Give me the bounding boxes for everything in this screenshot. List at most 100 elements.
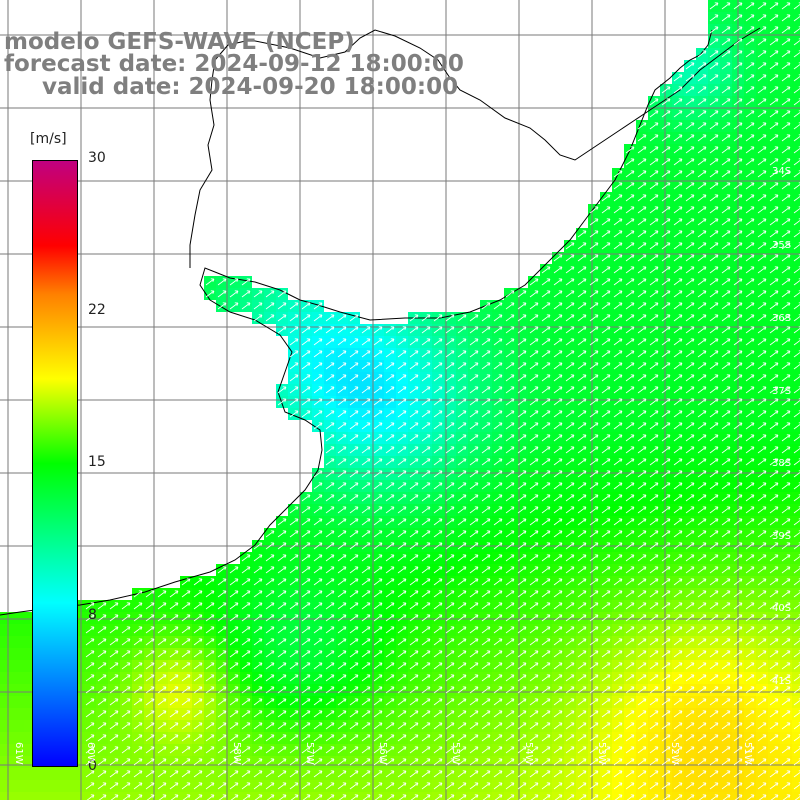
wind-arrow: [685, 62, 695, 70]
wind-cell: [48, 768, 60, 780]
wind-cell: [468, 792, 480, 800]
wind-arrow: [769, 50, 779, 58]
wind-cell: [636, 792, 648, 800]
wind-arrow: [733, 158, 743, 166]
wind-arrow: [613, 254, 623, 262]
wind-arrow: [733, 242, 743, 250]
wind-arrow: [661, 170, 671, 178]
wind-arrow: [709, 110, 719, 118]
wind-arrow: [661, 158, 671, 166]
wind-cell: [792, 336, 800, 348]
wind-cell: [792, 600, 800, 612]
wind-cell: [672, 792, 684, 800]
wind-cell: [792, 444, 800, 456]
wind-arrow: [589, 242, 599, 250]
wind-arrow: [541, 290, 551, 298]
wind-arrow: [637, 302, 647, 310]
wind-cell: [792, 456, 800, 468]
wind-arrow: [673, 302, 683, 310]
wind-cell: [396, 792, 408, 800]
wind-cell: [600, 792, 612, 800]
wind-cell: [336, 792, 348, 800]
wind-cell: [792, 720, 800, 732]
wind-arrow: [733, 74, 743, 82]
wind-cell: [12, 624, 24, 636]
wind-arrow: [637, 254, 647, 262]
wind-arrow: [793, 86, 800, 94]
wind-arrow: [625, 230, 635, 238]
wind-arrow: [793, 26, 800, 34]
wind-cell: [132, 792, 144, 800]
wind-cell: [792, 360, 800, 372]
wind-cell: [288, 792, 300, 800]
wind-arrow: [781, 14, 791, 22]
wind-cell: [384, 792, 396, 800]
wind-arrow: [685, 254, 695, 262]
wind-arrow: [709, 278, 719, 286]
wind-cell: [72, 792, 84, 800]
wind-arrow: [709, 170, 719, 178]
wind-arrow: [709, 302, 719, 310]
wind-arrow: [721, 158, 731, 166]
wind-arrow: [613, 182, 623, 190]
wind-cell: [72, 780, 84, 792]
wind-arrow: [745, 182, 755, 190]
wind-cell: [768, 792, 780, 800]
wind-cell: [12, 768, 24, 780]
wind-arrow: [601, 266, 611, 274]
wind-arrow: [625, 218, 635, 226]
wind-cell: [36, 768, 48, 780]
wind-arrow: [757, 242, 767, 250]
wind-cell: [0, 624, 12, 636]
wind-arrow: [649, 302, 659, 310]
wind-cell: [744, 792, 756, 800]
wind-arrow: [625, 158, 635, 166]
wind-arrow: [589, 266, 599, 274]
wind-arrow: [553, 290, 563, 298]
wind-arrow: [733, 2, 743, 10]
wind-cell: [792, 96, 800, 108]
wind-arrow: [625, 266, 635, 274]
wind-arrow: [661, 230, 671, 238]
wind-arrow: [649, 110, 659, 118]
wind-arrow: [685, 122, 695, 130]
wind-cell: [792, 24, 800, 36]
wind-arrow: [733, 302, 743, 310]
wind-cell: [12, 648, 24, 660]
wind-arrow: [733, 50, 743, 58]
wind-arrow: [757, 146, 767, 154]
wind-arrow: [637, 158, 647, 166]
wind-arrow: [757, 278, 767, 286]
wind-arrow: [481, 302, 491, 310]
wind-cell: [0, 720, 12, 732]
wind-cell: [792, 72, 800, 84]
wind-arrow: [769, 2, 779, 10]
wind-arrow: [553, 266, 563, 274]
wind-arrow: [673, 146, 683, 154]
wind-arrow: [769, 218, 779, 226]
wind-arrow: [781, 266, 791, 274]
wind-arrow: [757, 122, 767, 130]
wind-cell: [0, 780, 12, 792]
wind-arrow: [649, 158, 659, 166]
wind-arrow: [781, 2, 791, 10]
wind-arrow: [745, 158, 755, 166]
wind-arrow: [613, 278, 623, 286]
wind-cell: [792, 300, 800, 312]
wind-arrow: [589, 254, 599, 262]
wind-arrow: [757, 158, 767, 166]
wind-arrow: [217, 290, 227, 298]
wind-arrow: [553, 254, 563, 262]
wind-cell: [108, 792, 120, 800]
wind-cell: [348, 792, 360, 800]
wind-arrow: [757, 62, 767, 70]
wind-arrow: [673, 86, 683, 94]
wind-cell: [312, 792, 324, 800]
wind-arrow: [625, 206, 635, 214]
wind-arrow: [769, 122, 779, 130]
wind-arrow: [793, 290, 800, 298]
wind-arrow: [733, 230, 743, 238]
wind-cell: [528, 792, 540, 800]
wind-arrow: [601, 194, 611, 202]
